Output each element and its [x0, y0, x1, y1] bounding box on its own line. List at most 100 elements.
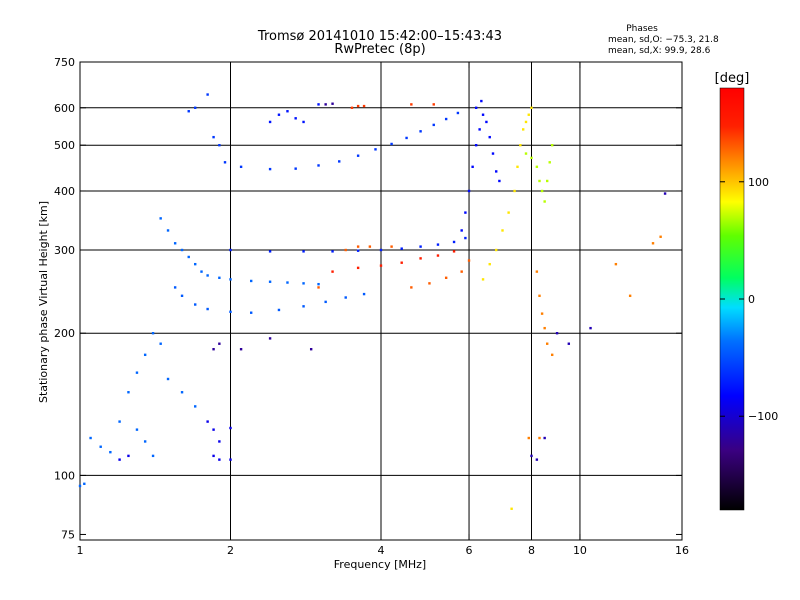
- data-point: [428, 282, 431, 285]
- data-point: [118, 420, 121, 423]
- data-point: [324, 300, 327, 304]
- data-point: [474, 106, 478, 109]
- data-point: [338, 160, 341, 163]
- data-point: [628, 294, 632, 297]
- data-point: [467, 259, 471, 262]
- data-point: [390, 245, 393, 248]
- data-point: [540, 189, 544, 193]
- x-tick-label: 8: [528, 544, 535, 557]
- data-point: [471, 165, 474, 169]
- data-point: [488, 135, 491, 139]
- data-point: [135, 428, 139, 431]
- data-point: [530, 106, 533, 109]
- data-point: [356, 249, 360, 252]
- chart-title-line2: RwPretec (8p): [334, 42, 425, 57]
- data-point: [436, 243, 440, 246]
- data-point: [331, 270, 334, 273]
- data-point: [317, 164, 320, 167]
- data-point: [268, 280, 272, 283]
- data-point: [344, 296, 347, 299]
- data-point: [356, 266, 360, 270]
- data-point: [546, 342, 549, 345]
- data-point: [118, 458, 121, 461]
- data-point: [488, 262, 491, 266]
- data-point: [218, 143, 221, 147]
- data-point: [229, 278, 232, 281]
- data-point: [467, 189, 471, 193]
- data-point: [538, 179, 541, 183]
- data-point: [663, 192, 667, 195]
- data-point: [239, 347, 243, 351]
- data-point: [194, 106, 197, 109]
- data-point: [444, 276, 448, 279]
- data-point: [400, 247, 403, 250]
- y-tick-label: 300: [54, 244, 75, 257]
- data-point: [159, 342, 162, 345]
- data-point: [206, 307, 209, 311]
- data-point: [513, 189, 516, 193]
- data-point: [524, 120, 528, 124]
- data-point: [223, 161, 227, 164]
- x-tick-label: 16: [675, 544, 689, 557]
- y-tick-label: 750: [54, 56, 75, 69]
- data-point: [535, 165, 539, 169]
- data-point: [498, 179, 501, 183]
- data-point: [277, 113, 281, 116]
- data-point: [194, 405, 197, 408]
- data-point: [317, 286, 320, 289]
- data-point: [460, 229, 463, 232]
- data-point: [444, 117, 448, 121]
- grid-lines: [80, 62, 682, 540]
- data-point: [419, 257, 422, 260]
- data-point: [302, 250, 305, 253]
- colorbar-ticks: 100 0 −100: [720, 176, 778, 423]
- data-point: [277, 308, 281, 312]
- data-point: [180, 391, 184, 394]
- data-point: [519, 143, 522, 147]
- data-point: [180, 294, 184, 297]
- data-point: [143, 440, 147, 443]
- x-tick-label: 2: [227, 544, 234, 557]
- data-point: [460, 270, 463, 273]
- data-point: [379, 248, 383, 252]
- data-point: [143, 353, 147, 357]
- data-point: [510, 507, 513, 510]
- y-axis-label: Stationary phase Virtual Height [km]: [37, 201, 50, 403]
- data-point: [127, 391, 130, 394]
- data-point: [166, 229, 170, 232]
- y-tick-label: 75: [61, 528, 75, 541]
- data-point: [194, 262, 197, 266]
- data-point: [187, 255, 190, 259]
- data-point: [166, 377, 170, 381]
- phases-o-stats: mean, sd,O: −75.3, 21.8: [608, 35, 719, 45]
- data-point: [109, 450, 112, 454]
- data-point: [159, 217, 162, 220]
- y-tick-label: 400: [54, 185, 75, 198]
- data-point: [524, 152, 528, 155]
- data-point: [538, 294, 541, 297]
- data-point: [309, 347, 313, 351]
- data-point: [331, 102, 334, 105]
- data-point: [485, 120, 488, 124]
- data-point: [350, 106, 354, 109]
- data-point: [419, 245, 422, 248]
- data-point: [344, 248, 347, 252]
- data-point: [268, 250, 272, 253]
- data-point: [405, 136, 408, 140]
- x-tick-label: 1: [77, 544, 84, 557]
- data-point: [229, 310, 232, 313]
- data-point: [173, 242, 177, 245]
- data-point: [135, 371, 139, 374]
- data-point: [317, 103, 320, 106]
- data-point: [286, 110, 289, 113]
- data-point: [89, 436, 92, 440]
- data-point: [456, 111, 460, 115]
- data-point: [535, 270, 539, 273]
- data-point: [356, 154, 360, 157]
- data-point: [614, 262, 618, 266]
- data-point: [356, 104, 360, 108]
- data-point: [478, 128, 481, 131]
- chart-title-line1: Tromsø 20141010 15:42:00–15:43:43: [257, 29, 502, 44]
- data-point: [127, 454, 130, 458]
- data-point: [432, 103, 435, 106]
